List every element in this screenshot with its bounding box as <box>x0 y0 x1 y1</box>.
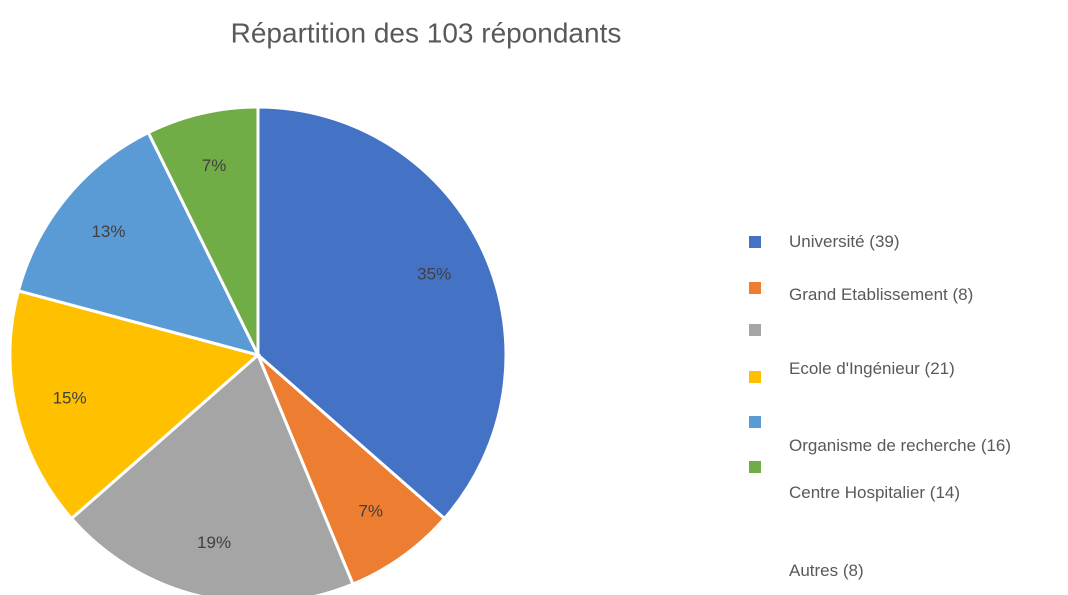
legend-label: Autres (8) <box>789 561 864 580</box>
pie-slice <box>256 353 447 587</box>
data-label: 19% <box>197 533 231 552</box>
legend-swatch <box>749 371 761 383</box>
data-label: 7% <box>202 156 227 175</box>
data-label: 35% <box>417 265 451 284</box>
pie-slice <box>256 105 508 521</box>
legend-label: Grand Etablissement (8) <box>789 285 974 304</box>
legend-label: Université (39) <box>789 232 900 251</box>
pie-slice <box>16 130 261 358</box>
legend-swatch <box>749 236 761 248</box>
pie-slice <box>8 288 262 521</box>
legend-label: Organisme de recherche (16) <box>789 436 1012 455</box>
chart-title: Répartition des 103 répondants <box>231 17 622 48</box>
data-label: 15% <box>53 388 87 407</box>
data-label: 13% <box>91 222 125 241</box>
legend-swatch <box>749 416 761 428</box>
data-label: 7% <box>358 502 383 521</box>
legend-swatch <box>749 324 761 336</box>
legend-swatch <box>749 282 761 294</box>
legend-swatch <box>749 461 761 473</box>
legend-label: Centre Hospitalier (14) <box>789 483 961 502</box>
legend-label: Ecole d'Ingénieur (21) <box>789 359 955 378</box>
pie-slice <box>146 105 260 356</box>
